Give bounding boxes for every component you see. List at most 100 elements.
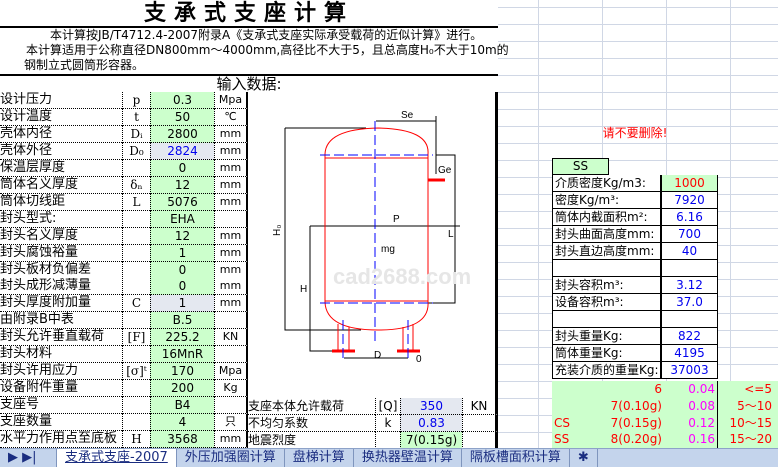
- input-symbol: [122, 227, 150, 245]
- seismic-coef: 0.08: [662, 397, 718, 415]
- calc-label: 封头曲面高度mm:: [552, 226, 661, 243]
- input-symbol: [122, 159, 150, 177]
- input-value[interactable]: 5076: [150, 193, 214, 211]
- input-label: 封头型式:: [0, 210, 122, 228]
- input-unit: [214, 210, 248, 228]
- input-row: 支座号 B4: [0, 397, 248, 415]
- input-unit: mm: [214, 193, 248, 211]
- support-unit: [462, 431, 498, 449]
- tab-sheet[interactable]: 隔板槽面积计算: [462, 449, 570, 467]
- seismic-row: SS 8(0.20g) 0.16 15～20: [552, 431, 778, 449]
- input-value[interactable]: 12: [150, 227, 214, 245]
- support-value[interactable]: 7(0.15g): [400, 431, 462, 449]
- support-row: 支座本体允许载荷 [Q] 350 KN: [248, 398, 498, 415]
- calc-value: 37003: [661, 362, 718, 379]
- calc-value[interactable]: 1000: [661, 175, 718, 192]
- input-unit: mm: [214, 227, 248, 245]
- material-cell[interactable]: SS: [552, 158, 609, 175]
- input-symbol: [122, 210, 150, 228]
- input-row: 封头许用应力 [σ]ᵗ 170 Mpa: [0, 363, 248, 381]
- input-value[interactable]: 0: [150, 261, 214, 279]
- input-value[interactable]: 1: [150, 244, 214, 262]
- dim-h: H: [300, 284, 307, 295]
- support-unit: [462, 414, 498, 432]
- input-value[interactable]: 2800: [150, 125, 214, 143]
- seismic-degree: 6: [654, 382, 662, 396]
- tab-scroll-last-icon[interactable]: ▶ ▶|: [0, 449, 57, 467]
- input-row: 封头成形减薄量 0 mm: [0, 278, 248, 296]
- support-label: 不均匀系数: [248, 415, 375, 432]
- input-value[interactable]: 2824: [150, 142, 214, 160]
- dim-se: Se: [401, 110, 414, 121]
- seismic-range: 15～20: [729, 432, 772, 447]
- calc-row: 设备容积m³: 37.0: [552, 294, 718, 311]
- seismic-range: 5～10: [737, 398, 772, 413]
- support-row: 不均匀系数 k 0.83: [248, 414, 498, 432]
- tab-sheet[interactable]: 外压加强圈计算: [177, 449, 285, 467]
- support-symbol: [375, 431, 400, 449]
- input-unit: [214, 397, 248, 415]
- calc-row: 封头容积m³: 3.12: [552, 277, 718, 294]
- input-value[interactable]: 4: [150, 414, 214, 432]
- seismic-coef: 0.12: [662, 414, 718, 432]
- input-value[interactable]: B.5: [150, 312, 214, 330]
- input-unit: ℃: [214, 108, 248, 126]
- input-value[interactable]: 200: [150, 380, 214, 398]
- intro-line: 本计算适用于公称直径DN800mm～4000mm,高径比不大于5，且总高度H₀不…: [26, 43, 509, 57]
- tab-sheet[interactable]: 支承式支座-2007: [57, 449, 177, 467]
- input-label: 封头许用应力: [0, 363, 122, 381]
- vessel-drawing: Se Ge H₀ P mg L H D 0 cad2688.com: [248, 92, 498, 398]
- input-value[interactable]: 225.2: [150, 329, 214, 347]
- input-label: 设计温度: [0, 108, 122, 126]
- input-value[interactable]: 170: [150, 363, 214, 381]
- calc-row: 筒体内截面积m²: 6.16: [552, 209, 718, 226]
- seismic-row: CS 7(0.15g) 0.12 10～15: [552, 414, 778, 432]
- input-value[interactable]: EHA: [150, 210, 214, 228]
- calc-label: 充装介质的重量Kg:: [552, 362, 661, 379]
- input-unit: mm: [214, 431, 248, 448]
- force-p: P: [393, 214, 400, 225]
- intro-line: 本计算按JB/T4712.4-2007附录A《支承式支座实际承受载荷的近似计算》…: [50, 28, 483, 42]
- input-row: 封头允许垂直载荷 [F] 225.2 KN: [0, 329, 248, 347]
- input-symbol: [122, 261, 150, 279]
- calc-value: 3.12: [661, 277, 718, 294]
- input-value[interactable]: B4: [150, 397, 214, 415]
- input-unit: mm: [214, 159, 248, 177]
- input-label: 设备附件重量: [0, 380, 122, 398]
- tab-sheet[interactable]: 换热器壁温计算: [354, 449, 462, 467]
- insert-sheet-icon[interactable]: ✱: [570, 449, 598, 467]
- seismic-range: <=5: [744, 382, 772, 396]
- page-title: 支承式支座计算: [0, 0, 498, 28]
- input-label: 由附录B中表: [0, 312, 122, 330]
- input-label: 封头允许垂直载荷: [0, 329, 122, 347]
- input-value[interactable]: 0: [150, 159, 214, 177]
- tab-sheet[interactable]: 盘梯计算: [285, 449, 354, 467]
- support-symbol: [Q]: [375, 398, 400, 415]
- input-symbol: [122, 244, 150, 262]
- watermark: cad2688.com: [333, 264, 471, 289]
- input-label: 封头板材负偏差: [0, 261, 122, 279]
- input-label: 水平力作用点至底板: [0, 431, 122, 448]
- seismic-material: [552, 398, 582, 415]
- input-label: 封头名义厚度: [0, 227, 122, 245]
- input-value[interactable]: 12: [150, 176, 214, 194]
- calc-value: 6.16: [661, 209, 718, 226]
- support-symbol: k: [375, 414, 400, 432]
- support-value: 350: [400, 398, 462, 415]
- input-value[interactable]: 16MnR: [150, 346, 214, 364]
- input-value[interactable]: 0.3: [150, 92, 214, 109]
- input-symbol: Dᵢ: [122, 125, 150, 143]
- input-label: 设计压力: [0, 92, 122, 109]
- input-label: 封头材料: [0, 346, 122, 364]
- input-symbol: [122, 397, 150, 415]
- input-value[interactable]: 50: [150, 108, 214, 126]
- calc-value: [661, 311, 718, 328]
- support-label: 地震烈度: [248, 432, 375, 449]
- input-value[interactable]: 0: [150, 278, 214, 296]
- input-value[interactable]: 3568: [150, 431, 214, 448]
- input-value[interactable]: 1: [150, 295, 214, 313]
- input-row: 由附录B中表 B.5: [0, 312, 248, 330]
- seismic-material: SS: [554, 432, 570, 447]
- calc-label: 设备容积m³:: [552, 294, 661, 311]
- input-row: 设计温度 t 50 ℃: [0, 108, 248, 126]
